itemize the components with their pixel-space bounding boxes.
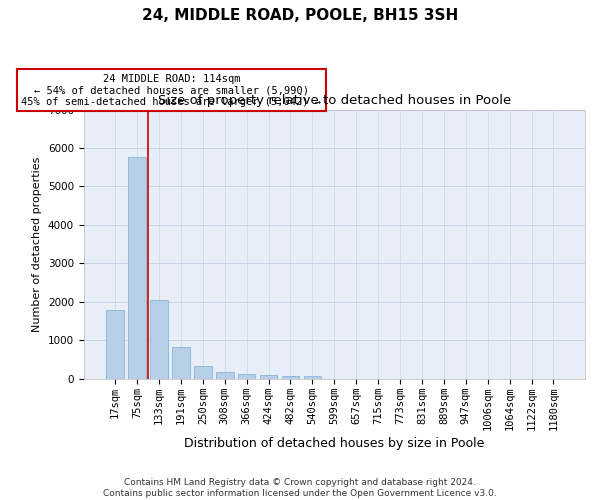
Text: Contains HM Land Registry data © Crown copyright and database right 2024.
Contai: Contains HM Land Registry data © Crown c… bbox=[103, 478, 497, 498]
Bar bbox=[282, 376, 299, 378]
Bar bbox=[216, 372, 233, 378]
Y-axis label: Number of detached properties: Number of detached properties bbox=[32, 156, 42, 332]
Bar bbox=[106, 310, 124, 378]
Text: 24 MIDDLE ROAD: 114sqm
← 54% of detached houses are smaller (5,990)
45% of semi-: 24 MIDDLE ROAD: 114sqm ← 54% of detached… bbox=[22, 74, 322, 107]
Bar bbox=[172, 347, 190, 378]
Text: 24, MIDDLE ROAD, POOLE, BH15 3SH: 24, MIDDLE ROAD, POOLE, BH15 3SH bbox=[142, 8, 458, 22]
Bar bbox=[238, 374, 256, 378]
Bar bbox=[128, 157, 146, 378]
Title: Size of property relative to detached houses in Poole: Size of property relative to detached ho… bbox=[158, 94, 511, 107]
Bar bbox=[260, 374, 277, 378]
X-axis label: Distribution of detached houses by size in Poole: Distribution of detached houses by size … bbox=[184, 437, 485, 450]
Bar bbox=[150, 300, 168, 378]
Bar bbox=[304, 376, 321, 378]
Bar bbox=[194, 366, 212, 378]
